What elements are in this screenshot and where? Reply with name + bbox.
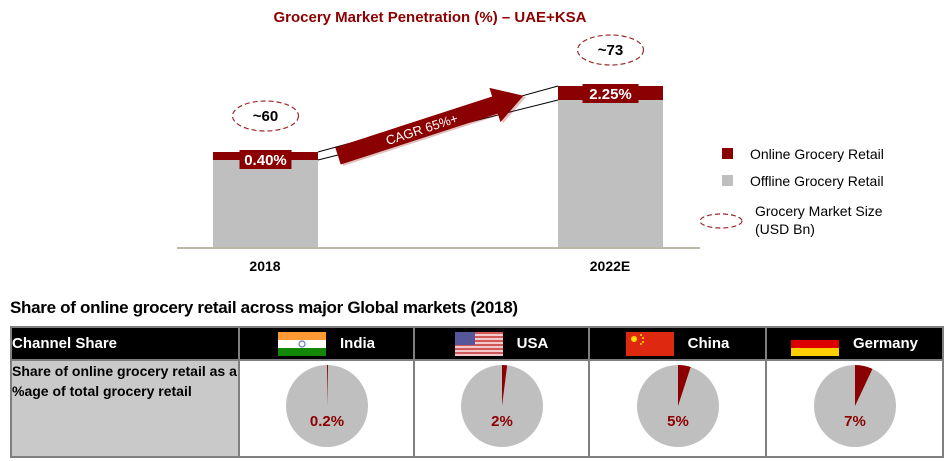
online-label-bg-2022E: [582, 84, 639, 103]
pie-online-slice-Germany: [854, 365, 872, 406]
pie-india: 0.2%: [285, 364, 368, 447]
pie-online-slice-China: [677, 365, 691, 406]
table-header-row: Channel Share India USA China Germany: [10, 326, 944, 361]
online-label-bg-2018: [239, 150, 292, 169]
country-usa: USA: [516, 335, 549, 352]
bar-offline-2022E: [558, 100, 663, 247]
row-label: Share of online grocery retail as a %age…: [10, 359, 240, 458]
pie-china: 5%: [636, 365, 719, 447]
pie-online-slice-USA: [501, 365, 507, 406]
country-india: India: [339, 335, 375, 352]
market-size-label-2022E: ~73: [598, 42, 623, 59]
country-germany: Germany: [852, 335, 919, 352]
market-size-label-2018: ~60: [253, 108, 278, 125]
header-channel-share: Channel Share: [10, 326, 240, 361]
table-row: Share of online grocery retail as a %age…: [10, 359, 944, 458]
pie-label-Germany: 7%: [844, 413, 866, 430]
cagr-arrow: CAGR 65%+: [335, 87, 526, 166]
bar-offline-2018: [213, 160, 318, 247]
header-china: China: [588, 326, 767, 361]
pie-online-slice-India: [326, 364, 328, 406]
legend-online: Online Grocery Retail: [750, 146, 884, 162]
market-penetration-chart: Grocery Market Penetration (%) – UAE+KSA…: [177, 9, 884, 274]
pie-label-China: 5%: [667, 413, 689, 430]
channel-share-table: Channel Share India USA China Germany Sh…: [10, 326, 944, 458]
china-flag-icon: [625, 331, 674, 356]
x-tick-2018: 2018: [249, 258, 280, 274]
header-usa: USA: [413, 326, 590, 361]
usa-flag-icon: [454, 331, 503, 356]
header-germany: Germany: [765, 326, 944, 361]
pie-cell-india: 0.2%: [238, 359, 415, 458]
legend-offline: Offline Grocery Retail: [750, 173, 884, 189]
header-india: India: [238, 326, 415, 361]
pie-label-USA: 2%: [491, 413, 513, 430]
legend-swatch-market-size: [699, 213, 743, 229]
pie-usa: 2%: [460, 365, 543, 447]
market-size-ellipse-2022E: [576, 34, 645, 66]
bars-group: 0.40% ~60 2.25% ~73: [213, 34, 663, 247]
online-label-2022E: 2.25%: [589, 86, 632, 103]
pie-label-India: 0.2%: [309, 413, 343, 430]
pie-cell-china: 5%: [588, 359, 767, 458]
india-flag-icon: [277, 331, 326, 356]
pie-cell-germany: 7%: [765, 359, 944, 458]
legend-market-size-unit: (USD Bn): [755, 221, 815, 237]
x-tick-2022e: 2022E: [590, 258, 630, 274]
country-china: China: [687, 335, 730, 352]
online-label-2018: 0.40%: [244, 152, 287, 169]
pie-cell-usa: 2%: [413, 359, 590, 458]
section-title: Share of online grocery retail across ma…: [10, 298, 518, 317]
pie-germany: 7%: [813, 365, 896, 447]
chart-title: Grocery Market Penetration (%) – UAE+KSA: [273, 9, 586, 26]
legend-market-size: Grocery Market Size: [755, 203, 883, 219]
legend-swatch-online: [722, 148, 733, 159]
market-size-ellipse-2018: [231, 100, 300, 132]
germany-flag-icon: [790, 331, 839, 356]
legend-swatch-offline: [722, 175, 733, 186]
